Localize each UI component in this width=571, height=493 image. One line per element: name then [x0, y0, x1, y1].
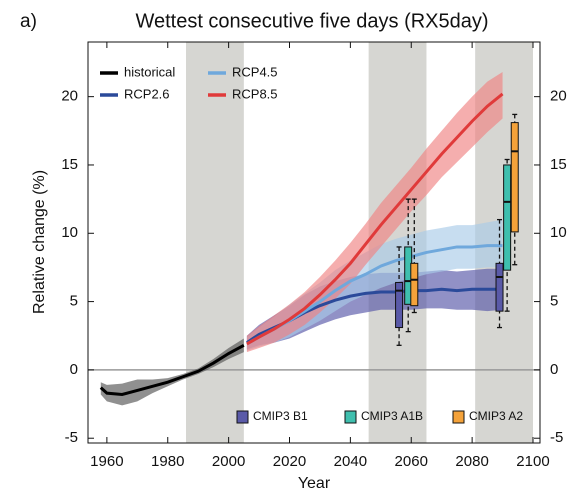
x-tick-label: 1980: [151, 453, 184, 470]
legend-label: RCP8.5: [232, 86, 278, 101]
y2-tick-label: 20: [550, 88, 567, 105]
legend-label: RCP2.6: [124, 86, 170, 101]
x-tick-label: 2100: [516, 453, 549, 470]
y2-tick-label: 5: [550, 293, 558, 310]
x-tick-label: 2080: [455, 453, 488, 470]
y2-tick-label: -5: [550, 429, 563, 446]
box: [395, 281, 404, 329]
shaded-period: [186, 42, 244, 443]
legend-label: CMIP3 A1B: [361, 409, 423, 423]
legend-label: CMIP3 A2: [469, 409, 523, 423]
box: [495, 262, 504, 312]
y-tick-label: 15: [61, 156, 78, 173]
y-tick-label: 20: [61, 88, 78, 105]
y2-tick-label: 10: [550, 224, 567, 241]
y-tick-label: 5: [70, 293, 78, 310]
legend-swatch: [452, 410, 465, 424]
y2-tick-label: 0: [550, 361, 558, 378]
y-tick-label: 10: [61, 224, 78, 241]
y-axis-label: Relative change (%): [31, 170, 48, 314]
y-tick-label: -5: [65, 429, 78, 446]
box: [510, 122, 519, 233]
box: [503, 164, 512, 271]
series-line: [99, 343, 245, 397]
x-tick-label: 2000: [212, 453, 245, 470]
panel-label: a): [20, 11, 37, 32]
x-tick-label: 2060: [395, 453, 428, 470]
series-line: [246, 92, 504, 346]
y-tick-label: 0: [70, 361, 78, 378]
legend-label: historical: [124, 64, 175, 79]
x-tick-label: 2020: [273, 453, 306, 470]
x-axis-label: Year: [298, 475, 331, 492]
x-tick-label: 2040: [334, 453, 367, 470]
box: [410, 262, 419, 307]
plot-frame: [87, 41, 541, 444]
legend-label: CMIP3 B1: [253, 409, 308, 423]
x-tick-label: 1960: [90, 453, 123, 470]
y2-tick-label: 15: [550, 156, 567, 173]
legend-swatch: [236, 410, 249, 424]
chart-title: Wettest consecutive five days (RX5day): [135, 10, 488, 32]
legend-swatch: [344, 410, 357, 424]
spread-band: [246, 72, 503, 353]
legend-label: RCP4.5: [232, 64, 278, 79]
spread-band: [100, 338, 244, 406]
